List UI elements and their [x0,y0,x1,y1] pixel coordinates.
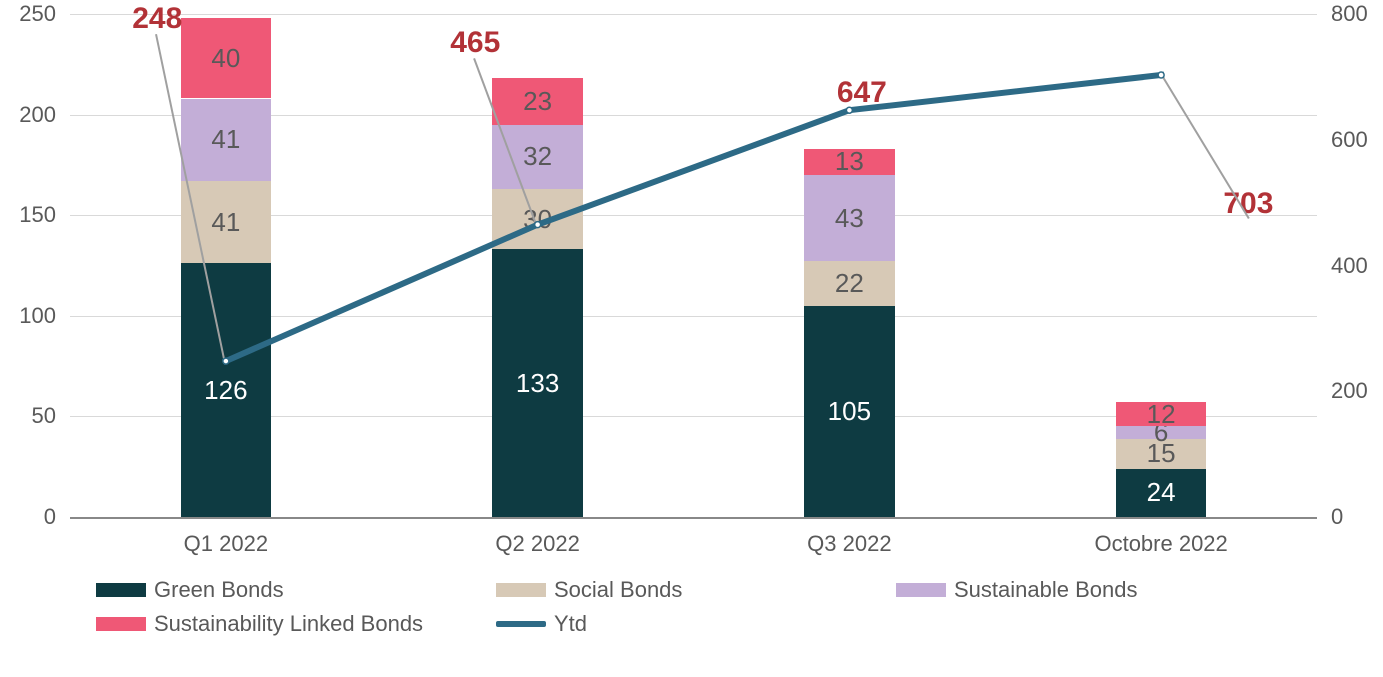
legend-item: Sustainability Linked Bonds [96,607,496,641]
y-axis-left-label: 100 [19,303,70,329]
x-axis-label: Q2 2022 [495,517,579,557]
legend-label: Sustainability Linked Bonds [154,611,423,637]
y-axis-left-label: 50 [32,403,70,429]
bonds-issuance-chart: 0501001502002500200400600800126414140Q1 … [0,0,1383,677]
legend-label: Ytd [554,611,587,637]
legend-swatch-box [96,583,146,597]
y-axis-right-label: 200 [1317,378,1368,404]
legend-label: Social Bonds [554,577,682,603]
plot-area: 0501001502002500200400600800126414140Q1 … [70,14,1317,519]
ytd-marker [846,107,852,113]
ytd-marker [1158,72,1164,78]
ytd-line [226,75,1161,361]
y-axis-left-label: 250 [19,1,70,27]
legend-label: Green Bonds [154,577,284,603]
legend-swatch-line [496,621,546,627]
legend-item: Ytd [496,607,896,641]
chart-legend: Green Bonds Social Bonds Sustainable Bonds… [96,573,1383,641]
x-axis-label: Q3 2022 [807,517,891,557]
ytd-marker [535,222,541,228]
y-axis-left-label: 150 [19,202,70,228]
y-axis-left-label: 200 [19,102,70,128]
legend-item: Green Bonds [96,573,496,607]
y-axis-left-label: 0 [44,504,70,530]
y-axis-right-label: 0 [1317,504,1343,530]
legend-item: Sustainable Bonds [896,573,1296,607]
x-axis-label: Q1 2022 [184,517,268,557]
y-axis-right-label: 800 [1317,1,1368,27]
ytd-line-layer [70,14,1317,517]
y-axis-right-label: 600 [1317,127,1368,153]
ytd-marker [223,358,229,364]
legend-swatch-box [96,617,146,631]
legend-swatch-box [896,583,946,597]
x-axis-label: Octobre 2022 [1094,517,1227,557]
legend-item: Social Bonds [496,573,896,607]
y-axis-right-label: 400 [1317,253,1368,279]
legend-label: Sustainable Bonds [954,577,1137,603]
legend-swatch-box [496,583,546,597]
